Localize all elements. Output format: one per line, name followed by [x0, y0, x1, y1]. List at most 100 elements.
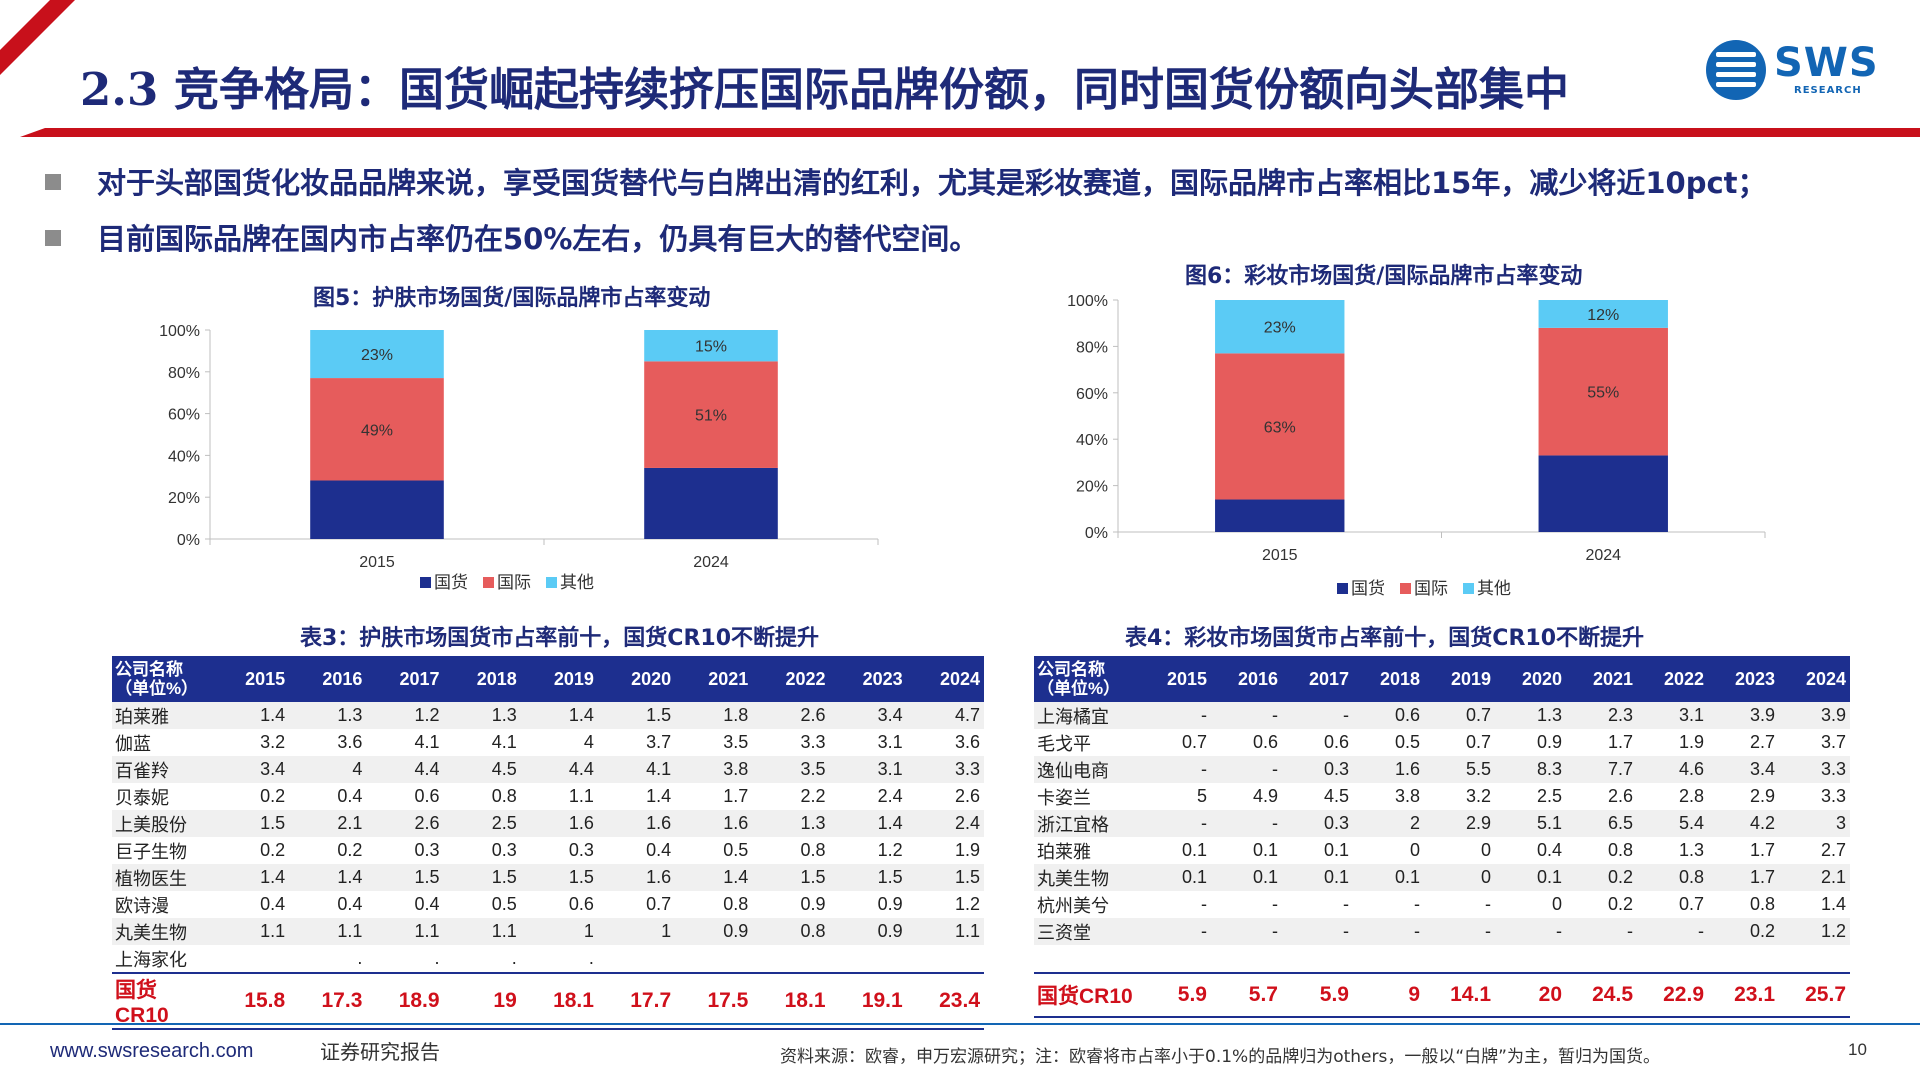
table-cell: 0.7	[1181, 732, 1207, 752]
table-cell: 2.7	[1749, 732, 1775, 752]
table-cell: 5	[1196, 786, 1207, 806]
table-row: 逸仙电商 - -0.3 1.6 5.5 8.3 7.7 4.6 3.4 3.3	[1034, 756, 1850, 783]
table-cell: .	[434, 948, 440, 968]
data-label: 49%	[361, 422, 393, 439]
row-company-name: 丸美生物	[112, 918, 212, 945]
table-cell: 5.4	[1637, 810, 1708, 837]
footer-website-link[interactable]: www.swsresearch.com	[50, 1040, 254, 1062]
legend-entry: 国货	[434, 573, 468, 592]
table-cell: 3.1	[1637, 702, 1708, 729]
table-cell: 5.5	[1424, 756, 1495, 783]
table-cell: 0.3	[491, 840, 517, 860]
table-cell: 1.6	[597, 810, 676, 837]
table-row	[1034, 945, 1850, 973]
table-cell: 1.5	[752, 864, 830, 891]
col-header-year: 2020	[597, 656, 676, 702]
sws-logo-icon	[1706, 40, 1766, 100]
col-header-year: 2015	[1140, 656, 1211, 702]
bullet-2: 目前国际品牌在国内市占率仍在50%左右，仍具有巨大的替代空间。	[45, 216, 978, 258]
table-cell: 1.9	[1678, 732, 1704, 752]
table-cell: 0.2	[1607, 894, 1633, 914]
table-row: 上海橘宜 - - -0.6 0.7 1.3 2.3 3.1 3.9 3.9	[1034, 702, 1850, 729]
table-cell: 4.7	[906, 702, 984, 729]
bar-segment	[644, 361, 778, 468]
table-cell: 0.2	[1566, 864, 1637, 891]
table-cell: 0.6	[1353, 702, 1424, 729]
row-company-name: 贝泰妮	[115, 787, 169, 808]
table-row: 上海家化....	[112, 945, 984, 973]
table-cell	[1495, 945, 1566, 973]
table-cell: 0.6	[1252, 732, 1278, 752]
row-company-name: 植物医生	[112, 864, 212, 891]
table-cell	[752, 945, 829, 973]
table-row: 浙江宜格 - -0.3 2 2.9 5.1 6.5 5.4 4.2 3	[1034, 810, 1850, 837]
table-cell: 0.8	[1607, 840, 1633, 860]
table-cell: 0.1	[1181, 840, 1207, 860]
table-cell: 3.8	[675, 756, 753, 783]
chart-skincare-title: 图5：护肤市场国货/国际品牌市占率变动	[313, 286, 711, 311]
table-cell: 0.5	[723, 840, 749, 860]
table-cell: 1.6	[1353, 756, 1424, 783]
table-cell: 0.8	[752, 918, 830, 945]
table-cell: 0.2	[260, 840, 286, 860]
table-cell: 1.4	[212, 702, 290, 729]
table-cell: 2.5	[1536, 786, 1562, 806]
table-row: 伽蓝 3.2 3.6 4.1 4.1 4 3.7 3.5 3.3 3.1 3.6	[112, 729, 984, 756]
table-cell: 2.3	[1566, 702, 1637, 729]
table-cell: 8.3	[1495, 756, 1566, 783]
table-cell: .	[511, 948, 517, 968]
total-cell: 19	[443, 972, 521, 1030]
table-cell: 0.4	[337, 786, 363, 806]
table-cell: 2.6	[752, 702, 830, 729]
table-cell: 0.1	[1282, 864, 1353, 891]
table-cell	[907, 945, 984, 973]
legend-entry: 其他	[1477, 579, 1511, 598]
table-cell: 0.4	[1536, 840, 1562, 860]
legend-swatch	[420, 577, 431, 588]
table-cell	[1282, 945, 1353, 973]
table-cell: 2.6	[954, 786, 980, 806]
table-cell: 1.4	[289, 864, 367, 891]
table-cell: 3.3	[906, 756, 984, 783]
bar-segment	[644, 330, 778, 362]
table-cell: 4.1	[597, 756, 676, 783]
row-company-name: 欧诗漫	[115, 895, 169, 916]
bar-segment	[1215, 353, 1345, 500]
x-tick-label: 2015	[359, 554, 395, 571]
table-cell: 1.2	[366, 702, 444, 729]
table-cell	[1566, 945, 1637, 973]
col-header-year: 2016	[1211, 656, 1282, 702]
table-cell: 2.5	[443, 810, 521, 837]
table-cell: 0.9	[675, 918, 753, 945]
table-cell: 1.7	[723, 786, 749, 806]
table-cell: 3.1	[829, 756, 907, 783]
table-skincare: 公司名称 （单位%） 2015 2016 2017 2018 2019 2020 2021 202…	[112, 656, 984, 1030]
table-cell: 1.1	[289, 918, 367, 945]
table-cell: -	[1495, 918, 1566, 945]
table-cell: 4.4	[366, 756, 444, 783]
table-cell: 1.1	[906, 918, 984, 945]
table-cell: 0	[1424, 864, 1495, 891]
table-cell: 0.1	[1140, 864, 1211, 891]
chart-makeup-title: 图6：彩妆市场国货/国际品牌市占率变动	[1185, 264, 1583, 289]
table-cell: 1.3	[443, 702, 521, 729]
bar-segment	[1538, 455, 1668, 532]
table-cell: 0.1	[1495, 864, 1566, 891]
table-cell: 4.5	[1323, 786, 1349, 806]
table-row: 三资堂 - - - - - - - -0.2 1.2	[1034, 918, 1850, 945]
y-tick-label: 40%	[1076, 432, 1108, 449]
table-cell: 0.7	[1678, 894, 1704, 914]
table-cell: 0.4	[337, 894, 363, 914]
table-cell: 1.5	[520, 864, 598, 891]
y-tick-label: 0%	[177, 532, 200, 549]
header-bar-cut	[20, 128, 45, 137]
table-cell: -	[1201, 894, 1207, 914]
col-header-year: 2020	[1495, 656, 1566, 702]
table-row: 卡姿兰 5 4.9 4.5 3.8 3.2 2.5 2.6 2.8 2.9 3.3	[1034, 783, 1850, 810]
table-cell: 4	[583, 732, 594, 752]
col-header-year: 2022	[1637, 656, 1708, 702]
row-company-name: 浙江宜格	[1034, 810, 1140, 837]
table-cell: 3.3	[800, 732, 826, 752]
row-company-name: 上美股份	[112, 810, 212, 837]
y-tick-label: 80%	[168, 365, 200, 382]
